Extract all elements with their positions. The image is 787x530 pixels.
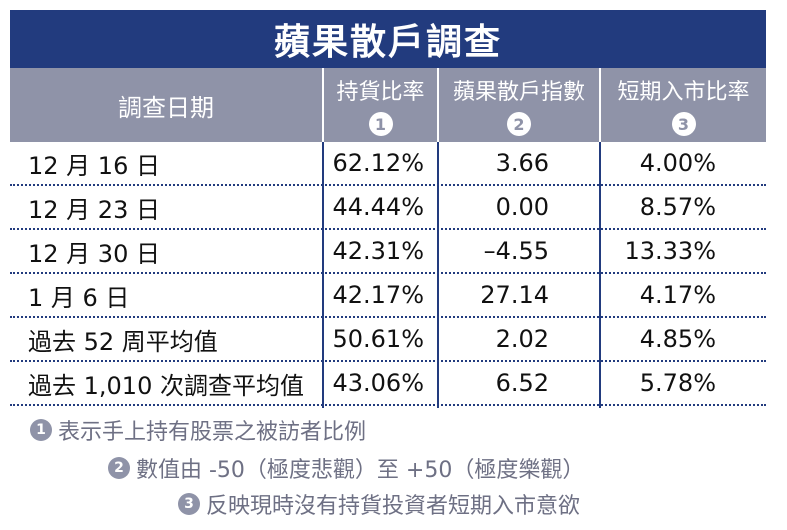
table-row: 12 月 16 日 62.12% 3.66 4.00% <box>10 142 766 186</box>
cell-holding-ratio: 62.12% <box>332 149 424 177</box>
cell-short-term-entry: 4.17% <box>639 281 716 309</box>
marker-3-badge: 3 <box>671 112 696 136</box>
marker-2-badge: 2 <box>507 112 531 136</box>
table-row: 12 月 30 日 42.31% –4.55 13.33% <box>10 230 766 274</box>
cell-holding-ratio: 44.44% <box>332 193 424 221</box>
cell-retail-index: 0.00 <box>495 193 549 221</box>
header-separator <box>322 68 324 142</box>
header-date-label: 調查日期 <box>118 93 214 122</box>
column-divider <box>437 142 439 408</box>
header-holding-ratio-label: 持貨比率 <box>336 80 425 105</box>
cell-holding-ratio: 42.31% <box>332 237 424 265</box>
header-separator <box>599 68 601 142</box>
footnote-1-text: 表示手上持有股票之被訪者比例 <box>58 420 367 445</box>
cell-date: 過去 1,010 次調查平均值 <box>28 371 304 400</box>
footnote-3: 3 反映現時沒有持貨投資者短期入市意欲 <box>178 488 580 520</box>
cell-holding-ratio: 43.06% <box>332 369 424 397</box>
footnote-1: 1 表示手上持有股票之被訪者比例 <box>30 414 366 446</box>
header-date: 調查日期 <box>10 68 322 142</box>
cell-holding-ratio: 50.61% <box>332 325 424 353</box>
footnote-2-text: 數值由 -50（極度悲觀）至 +50（極度樂觀） <box>136 458 585 483</box>
table-row: 過去 52 周平均值 50.61% 2.02 4.85% <box>10 318 766 362</box>
cell-holding-ratio: 42.17% <box>332 281 424 309</box>
table-row: 12 月 23 日 44.44% 0.00 8.57% <box>10 186 766 230</box>
cell-date: 1 月 6 日 <box>28 283 130 312</box>
table-body: 12 月 16 日 62.12% 3.66 4.00% 12 月 23 日 44… <box>10 142 766 408</box>
footnote-2: 2 數值由 -50（極度悲觀）至 +50（極度樂觀） <box>108 452 584 484</box>
cell-retail-index: 27.14 <box>480 281 549 309</box>
header-row: 調查日期 持貨比率 1 蘋果散戶指數 2 短期入市比率 3 <box>10 68 766 142</box>
cell-retail-index: –4.55 <box>483 237 549 265</box>
header-separator <box>437 68 439 142</box>
cell-short-term-entry: 5.78% <box>639 369 716 397</box>
header-retail-index: 蘋果散戶指數 2 <box>439 68 599 142</box>
table-row: 過去 1,010 次調查平均值 43.06% 6.52 5.78% <box>10 362 766 406</box>
cell-date: 12 月 23 日 <box>28 195 160 224</box>
cell-short-term-entry: 8.57% <box>639 193 716 221</box>
footnote-3-text: 反映現時沒有持貨投資者短期入市意欲 <box>206 494 581 519</box>
cell-retail-index: 2.02 <box>495 325 549 353</box>
header-holding-ratio: 持貨比率 1 <box>324 68 437 142</box>
cell-short-term-entry: 4.00% <box>639 149 716 177</box>
marker-1-badge: 1 <box>368 112 393 136</box>
cell-short-term-entry: 4.85% <box>639 325 716 353</box>
note-marker-3-badge: 3 <box>178 493 200 515</box>
cell-short-term-entry: 13.33% <box>624 237 716 265</box>
cell-date: 12 月 30 日 <box>28 239 160 268</box>
column-divider <box>322 142 324 408</box>
header-retail-index-label: 蘋果散戶指數 <box>452 80 585 105</box>
table-row: 1 月 6 日 42.17% 27.14 4.17% <box>10 274 766 318</box>
cell-date: 12 月 16 日 <box>28 151 160 180</box>
column-divider <box>599 142 601 408</box>
footnotes: 1 表示手上持有股票之被訪者比例 2 數值由 -50（極度悲觀）至 +50（極度… <box>10 412 766 524</box>
header-short-term-entry: 短期入市比率 3 <box>601 68 766 142</box>
note-marker-2-badge: 2 <box>108 457 130 479</box>
cell-date: 過去 52 周平均值 <box>28 327 218 356</box>
cell-retail-index: 6.52 <box>495 369 549 397</box>
header-short-term-entry-label: 短期入市比率 <box>617 80 750 105</box>
table-title: 蘋果散戶調查 <box>10 10 766 68</box>
cell-retail-index: 3.66 <box>495 149 549 177</box>
note-marker-1-badge: 1 <box>30 419 52 441</box>
